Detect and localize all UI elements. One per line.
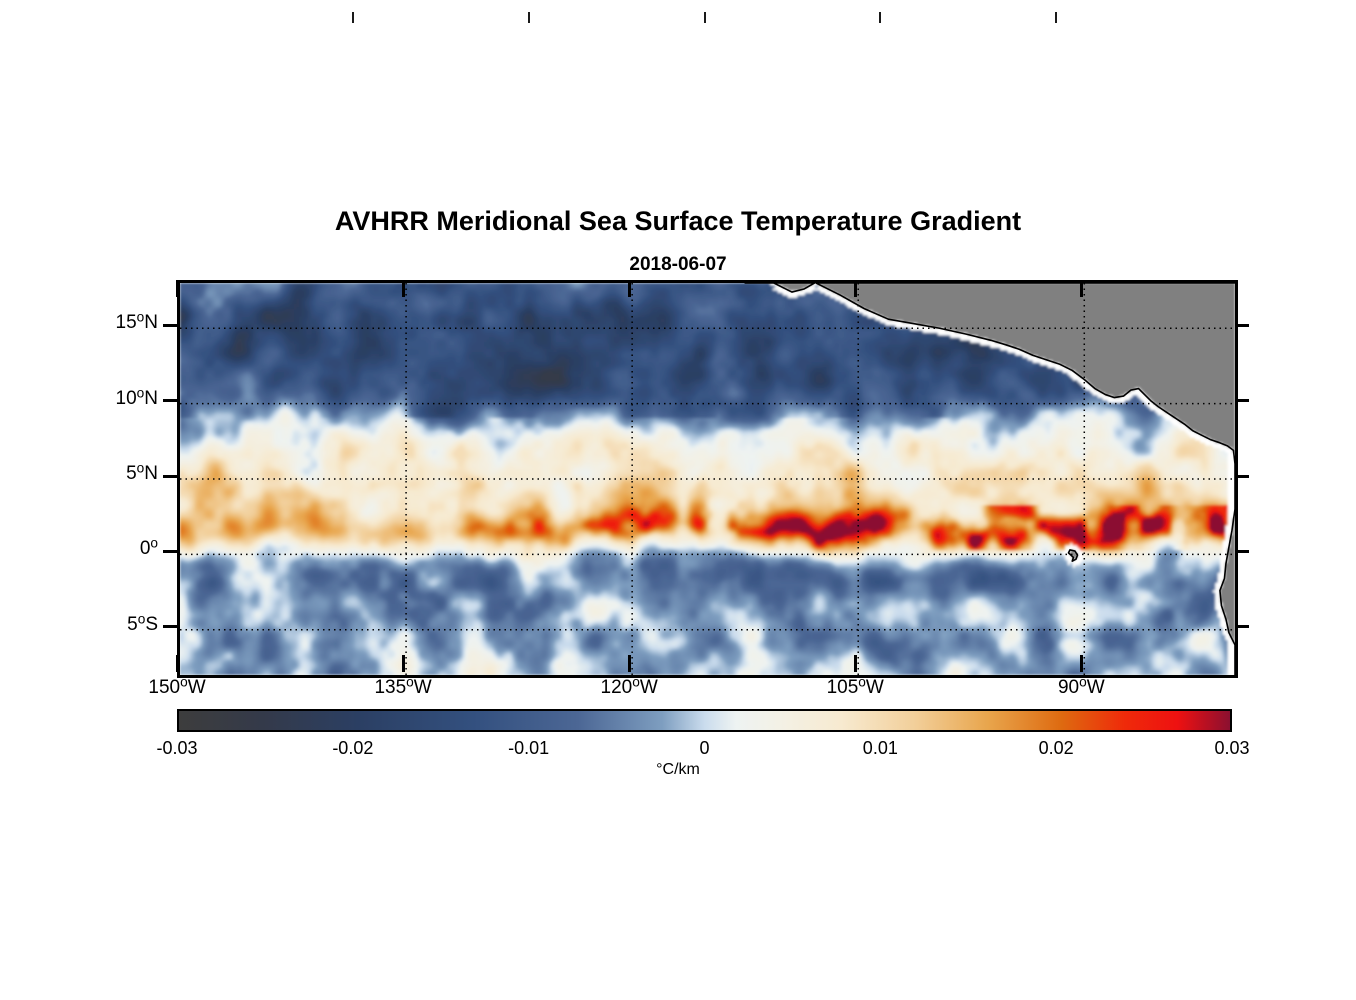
x-tick-150°W [175,280,179,297]
y-tick-0° [1235,549,1249,553]
x-tick-135°W [401,280,405,297]
coastline-galapagos [1067,549,1079,562]
colorbar-tick [351,12,354,23]
x-tick-150°W [175,655,179,672]
y-tick-5°N [163,474,177,478]
y-tick-10°N [163,399,177,403]
colorbar-units-label: °C/km [656,761,700,778]
colorbar-tick-label: 0 [699,738,710,758]
colorbar-tick [703,12,706,23]
x-tick-105°W [853,280,857,297]
y-tick-5°S [1235,625,1249,629]
x-tick-120°W [627,280,631,297]
x-tick-label: 120oW [600,674,658,698]
y-tick-label: 5oN [126,460,158,484]
colorbar-tick-label: -0.01 [508,738,550,758]
y-tick-0° [163,549,177,553]
x-tick-105°W [853,655,857,672]
colorbar [177,709,1232,732]
y-tick-label: 5oS [127,611,158,635]
colorbar-tick [1055,12,1058,23]
map-axes [177,280,1238,678]
chart-subtitle: 2018-06-07 [629,254,727,275]
y-tick-15°N [163,323,177,327]
x-tick-90°W [1079,655,1083,672]
colorbar-tick [527,12,530,23]
coastline-continent [815,283,1235,675]
x-tick-label: 105oW [826,674,884,698]
colorbar-tick-label: 0.01 [862,738,898,758]
y-tick-label: 15oN [115,309,158,334]
sst-gradient-heatmap [180,283,1235,675]
y-tick-label: 0o [139,535,158,560]
y-tick-15°N [1235,323,1249,327]
colorbar-tick-label: -0.03 [156,738,198,758]
colorbar-gradient [179,711,1230,730]
colorbar-tick-label: 0.02 [1038,738,1074,758]
y-tick-label: 10oN [115,385,158,409]
y-tick-10°N [1235,399,1249,403]
x-tick-label: 150oW [148,674,206,698]
x-tick-label: 135oW [374,674,432,698]
colorbar-tick-label: -0.02 [332,738,374,758]
x-tick-label: 90oW [1057,674,1105,698]
colorbar-tick-label: 0.03 [1214,738,1250,758]
y-tick-5°S [163,625,177,629]
colorbar-tick [879,12,882,23]
coastline-continent [744,283,816,293]
x-tick-90°W [1079,280,1083,297]
x-tick-135°W [401,655,405,672]
page-title: AVHRR Meridional Sea Surface Temperature… [334,206,1022,236]
x-tick-120°W [627,655,631,672]
y-tick-5°N [1235,474,1249,478]
gradient-field-raster [180,283,1235,675]
